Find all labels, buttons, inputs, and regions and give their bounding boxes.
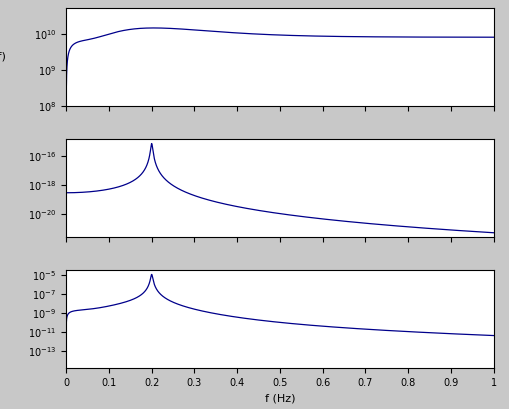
X-axis label: f (Hz): f (Hz) xyxy=(265,393,295,403)
Y-axis label: Sp(f): Sp(f) xyxy=(0,52,6,62)
